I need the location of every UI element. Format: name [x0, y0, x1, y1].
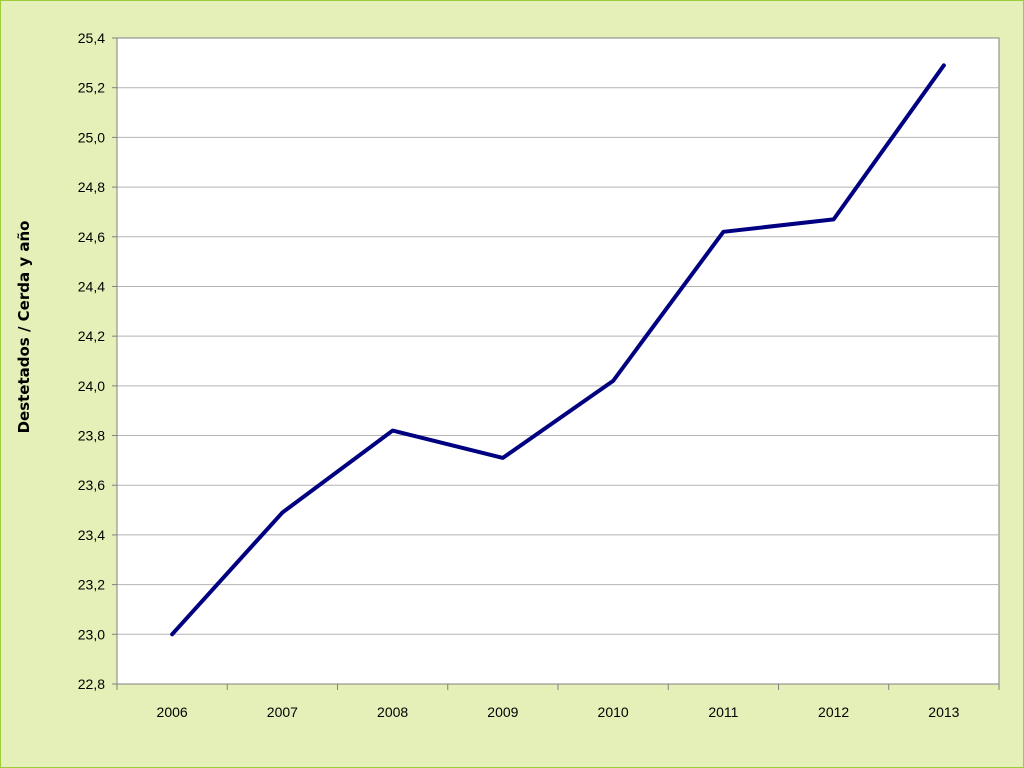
x-tick-label: 2007	[267, 704, 298, 720]
y-tick-label: 24,0	[78, 378, 105, 394]
x-axis-ticks: 2006 2007 2008 2009 2010 2011 2012 2013	[116, 684, 1000, 720]
x-tick-label: 2009	[487, 704, 518, 720]
x-tick-label: 2013	[928, 704, 959, 720]
y-tick-label: 24,4	[78, 278, 105, 294]
y-tick-label: 23,8	[78, 428, 105, 444]
x-tick-label: 2006	[157, 704, 188, 720]
x-tick-label: 2012	[818, 704, 849, 720]
gridlines	[117, 87, 999, 635]
y-tick-label: 22,8	[78, 676, 105, 692]
y-tick-label: 23,6	[78, 477, 105, 493]
y-tick-label: 23,4	[78, 527, 105, 543]
y-tick-label: 25,4	[78, 30, 105, 46]
y-tick-label: 25,0	[78, 129, 105, 145]
y-tick-label: 24,6	[78, 229, 105, 245]
plot-area	[116, 37, 1000, 685]
y-tick-label: 23,2	[78, 577, 105, 593]
y-axis-label: Destetados / Cerda y año	[15, 221, 33, 434]
y-axis-ticks: 22,8 23,0 23,2 23,4 23,6 23,8 24,0 24,2 24,4 24,6…	[78, 30, 117, 692]
y-tick-label: 23,0	[78, 626, 105, 642]
y-tick-label: 24,8	[78, 179, 105, 195]
y-tick-label: 25,2	[78, 80, 105, 96]
x-tick-label: 2008	[377, 704, 408, 720]
series-line	[170, 63, 946, 637]
y-tick-label: 24,2	[78, 328, 105, 344]
x-tick-label: 2011	[708, 704, 738, 720]
x-tick-label: 2010	[598, 704, 629, 720]
